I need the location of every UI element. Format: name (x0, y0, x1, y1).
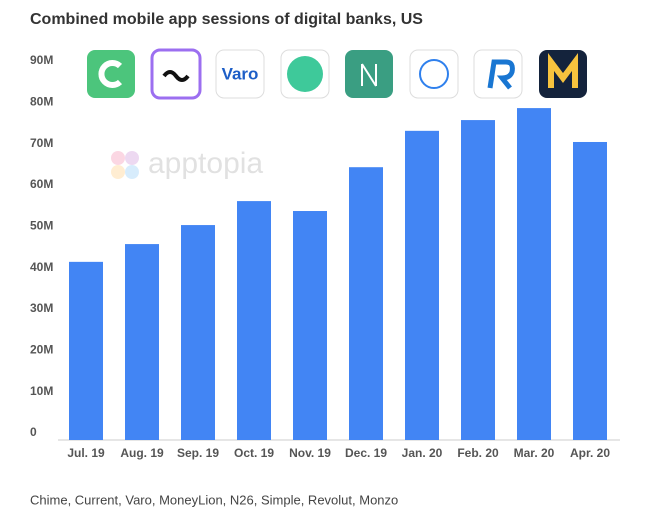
bar (125, 244, 159, 440)
y-tick-label: 80M (30, 95, 53, 109)
bar (69, 261, 103, 440)
logo (215, 49, 265, 99)
watermark-dot (125, 151, 139, 165)
watermark-dot (125, 165, 139, 179)
logo-text: Varo (222, 64, 259, 83)
x-tick-label: Nov. 19 (289, 446, 331, 460)
watermark-dot (111, 151, 125, 165)
watermark: apptopia (111, 147, 263, 180)
x-tick-label: Jul. 19 (67, 446, 105, 460)
logo-mark (287, 56, 323, 92)
x-tick-label: Feb. 20 (457, 446, 499, 460)
y-tick-label: 50M (30, 219, 53, 233)
chart-subtitle: Chime, Current, Varo, MoneyLion, N26, Si… (30, 492, 398, 507)
logo-mark (419, 59, 449, 89)
logo-mark (487, 59, 515, 90)
chart-title: Combined mobile app sessions of digital … (30, 11, 423, 28)
logo (87, 50, 135, 98)
x-tick-label: Aug. 19 (120, 446, 164, 460)
bar (349, 167, 383, 440)
logo-mark (548, 53, 578, 88)
y-tick-label: 40M (30, 260, 53, 274)
logo (409, 49, 459, 99)
x-tick-label: Oct. 19 (234, 446, 274, 460)
y-tick-label: 70M (30, 136, 53, 150)
x-tick-label: Apr. 20 (570, 446, 610, 460)
bar (237, 201, 271, 440)
bar (517, 108, 551, 441)
watermark-dot (111, 165, 125, 179)
logo-mark (98, 60, 123, 88)
logos: Varo (87, 48, 587, 100)
bar (181, 225, 215, 440)
logo-mark (162, 70, 190, 82)
bar (405, 130, 439, 440)
x-tick-label: Dec. 19 (345, 446, 387, 460)
x-tick-label: Sep. 19 (177, 446, 219, 460)
watermark-text: apptopia (148, 147, 263, 180)
x-tick-label: Mar. 20 (514, 446, 555, 460)
y-tick-label: 60M (30, 177, 53, 191)
bar (573, 141, 607, 440)
y-tick-label: 20M (30, 343, 53, 357)
y-tick-label: 90M (30, 53, 53, 67)
y-tick-label: 30M (30, 301, 53, 315)
bar (461, 120, 495, 440)
y-tick-label: 0 (30, 425, 37, 439)
y-tick-label: 10M (30, 384, 53, 398)
x-tick-label: Jan. 20 (402, 446, 443, 460)
logo (473, 49, 523, 99)
bar (293, 211, 327, 440)
logo-mark (361, 63, 377, 87)
